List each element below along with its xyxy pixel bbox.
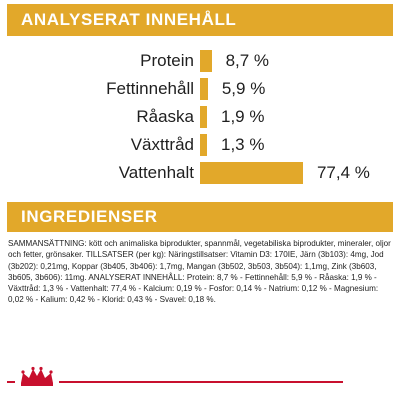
- nutrient-label: Växttråd: [130, 135, 194, 154]
- nutrient-value: 1,3 %: [221, 135, 265, 154]
- nutrient-row-fat: Fettinnehåll 5,9 %: [0, 76, 400, 102]
- nutrient-row-ash: Råaska 1,9 %: [0, 104, 400, 130]
- nutrient-bar: [200, 134, 207, 156]
- nutrient-row-moisture: Vattenhalt 77,4 %: [0, 160, 400, 186]
- royal-canin-crown-icon: [15, 365, 59, 389]
- nutrient-value: 8,7 %: [225, 51, 270, 70]
- footer-rule: [7, 381, 343, 383]
- nutrient-bar: [200, 78, 208, 100]
- ingredients-title: INGREDIENSER: [21, 207, 158, 226]
- nutrient-label: Protein: [140, 51, 194, 70]
- ingredients-header: INGREDIENSER: [7, 202, 393, 232]
- analysis-header: ANALYSERAT INNEHÅLL: [7, 4, 393, 36]
- nutrient-value: 5,9 %: [221, 79, 266, 98]
- nutrient-bar: [200, 50, 212, 72]
- nutrient-value: 77,4 %: [316, 163, 370, 182]
- analysis-title: ANALYSERAT INNEHÅLL: [21, 10, 237, 29]
- nutrient-label: Fettinnehåll: [106, 79, 194, 98]
- nutrient-row-protein: Protein 8,7 %: [0, 48, 400, 74]
- nutrient-label: Vattenhalt: [118, 163, 194, 182]
- nutrient-label: Råaska: [136, 107, 194, 126]
- nutrient-bar: [200, 106, 207, 128]
- ingredients-text: SAMMANSÄTTNING: kött och animaliska bipr…: [8, 239, 391, 305]
- nutrient-value: 1,9 %: [221, 107, 265, 126]
- nutrient-bar: [200, 162, 303, 184]
- nutrient-row-fibre: Växttråd 1,3 %: [0, 132, 400, 158]
